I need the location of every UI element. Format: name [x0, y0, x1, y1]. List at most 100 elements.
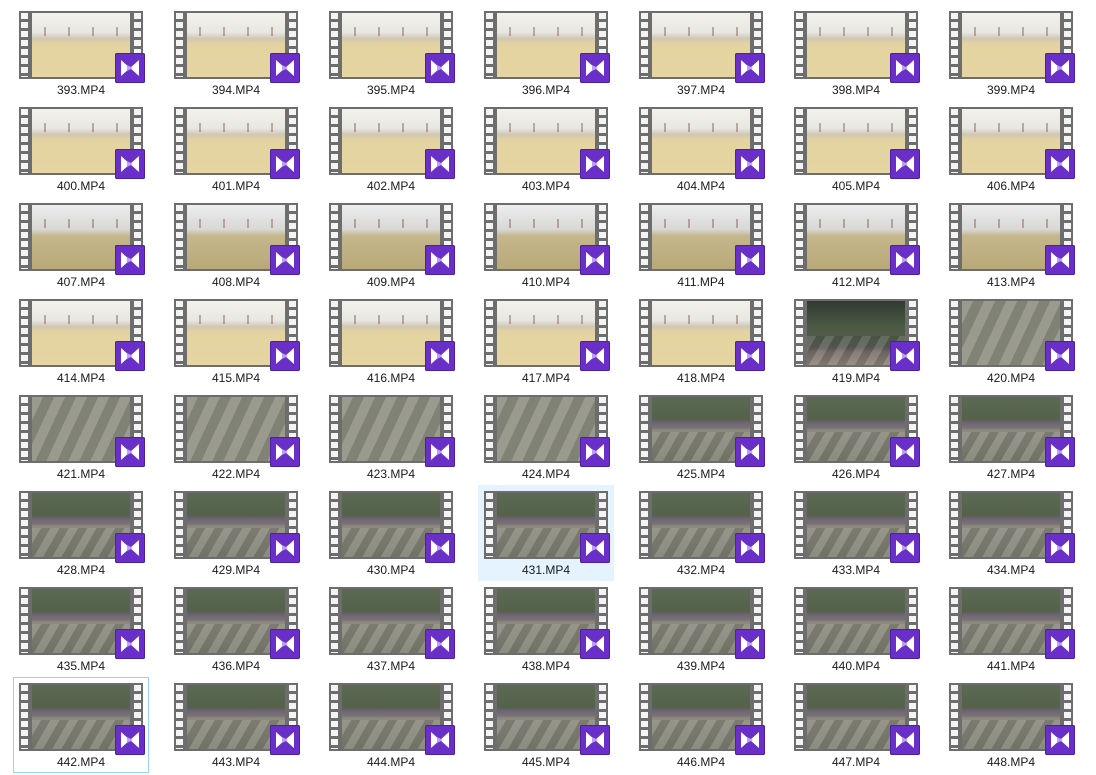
file-item[interactable]: 394.MP4: [168, 5, 304, 101]
film-perforation: [289, 397, 296, 461]
video-thumbnail: [962, 13, 1060, 77]
file-item[interactable]: 416.MP4: [323, 293, 459, 389]
video-thumbnail: [652, 205, 750, 269]
file-item[interactable]: 414.MP4: [13, 293, 149, 389]
file-name-label: 415.MP4: [211, 371, 261, 385]
video-player-icon: [1045, 629, 1075, 659]
file-item[interactable]: 440.MP4: [788, 581, 924, 677]
file-item[interactable]: 395.MP4: [323, 5, 459, 101]
file-item[interactable]: 405.MP4: [788, 101, 924, 197]
file-item[interactable]: 434.MP4: [943, 485, 1079, 581]
file-name-label: 420.MP4: [986, 371, 1036, 385]
video-thumbnail: [497, 205, 595, 269]
file-item[interactable]: 399.MP4: [943, 5, 1079, 101]
video-player-icon: [270, 533, 300, 563]
file-name-label: 431.MP4: [521, 563, 571, 577]
file-item[interactable]: 448.MP4: [943, 677, 1079, 773]
file-name-label: 427.MP4: [986, 467, 1036, 481]
file-item[interactable]: 406.MP4: [943, 101, 1079, 197]
file-item[interactable]: 433.MP4: [788, 485, 924, 581]
file-item[interactable]: 409.MP4: [323, 197, 459, 293]
file-item[interactable]: 425.MP4: [633, 389, 769, 485]
file-item[interactable]: 432.MP4: [633, 485, 769, 581]
file-item[interactable]: 435.MP4: [13, 581, 149, 677]
file-name-label: 435.MP4: [56, 659, 106, 673]
video-player-icon: [270, 341, 300, 371]
file-item[interactable]: 427.MP4: [943, 389, 1079, 485]
file-item[interactable]: 393.MP4: [13, 5, 149, 101]
film-perforation: [134, 301, 141, 365]
film-perforation: [1064, 301, 1071, 365]
film-perforation: [909, 301, 916, 365]
video-player-icon: [735, 53, 765, 83]
file-item[interactable]: 445.MP4: [478, 677, 614, 773]
file-item[interactable]: 412.MP4: [788, 197, 924, 293]
video-player-icon: [115, 341, 145, 371]
file-item[interactable]: 407.MP4: [13, 197, 149, 293]
file-item[interactable]: 411.MP4: [633, 197, 769, 293]
film-perforation: [21, 685, 28, 749]
film-perforation: [176, 13, 183, 77]
file-item[interactable]: 410.MP4: [478, 197, 614, 293]
file-item[interactable]: 415.MP4: [168, 293, 304, 389]
film-perforation: [486, 493, 493, 557]
video-player-icon: [890, 629, 920, 659]
video-thumbnail: [652, 685, 750, 749]
file-item[interactable]: 437.MP4: [323, 581, 459, 677]
file-item[interactable]: 444.MP4: [323, 677, 459, 773]
video-filmstrip-icon: [174, 491, 298, 559]
file-item[interactable]: 428.MP4: [13, 485, 149, 581]
file-item[interactable]: 420.MP4: [943, 293, 1079, 389]
video-thumbnail: [187, 397, 285, 461]
file-item[interactable]: 426.MP4: [788, 389, 924, 485]
file-item[interactable]: 442.MP4: [13, 677, 149, 773]
file-item[interactable]: 423.MP4: [323, 389, 459, 485]
video-player-icon: [580, 629, 610, 659]
file-item[interactable]: 418.MP4: [633, 293, 769, 389]
file-item[interactable]: 422.MP4: [168, 389, 304, 485]
film-perforation: [21, 397, 28, 461]
file-item[interactable]: 398.MP4: [788, 5, 924, 101]
file-item[interactable]: 429.MP4: [168, 485, 304, 581]
file-item[interactable]: 401.MP4: [168, 101, 304, 197]
file-item[interactable]: 408.MP4: [168, 197, 304, 293]
film-perforation: [754, 13, 761, 77]
film-perforation: [1064, 109, 1071, 173]
file-item[interactable]: 436.MP4: [168, 581, 304, 677]
file-item[interactable]: 431.MP4: [478, 485, 614, 581]
file-item[interactable]: 439.MP4: [633, 581, 769, 677]
video-thumbnail: [32, 493, 130, 557]
file-name-label: 423.MP4: [366, 467, 416, 481]
file-item[interactable]: 430.MP4: [323, 485, 459, 581]
video-thumbnail: [962, 589, 1060, 653]
file-item[interactable]: 419.MP4: [788, 293, 924, 389]
file-item[interactable]: 397.MP4: [633, 5, 769, 101]
file-item[interactable]: 404.MP4: [633, 101, 769, 197]
film-perforation: [176, 397, 183, 461]
file-item[interactable]: 417.MP4: [478, 293, 614, 389]
file-item[interactable]: 447.MP4: [788, 677, 924, 773]
file-item[interactable]: 403.MP4: [478, 101, 614, 197]
file-item[interactable]: 424.MP4: [478, 389, 614, 485]
file-name-label: 401.MP4: [211, 179, 261, 193]
file-item[interactable]: 402.MP4: [323, 101, 459, 197]
file-item[interactable]: 441.MP4: [943, 581, 1079, 677]
video-filmstrip-icon: [794, 299, 918, 367]
film-perforation: [909, 685, 916, 749]
file-item[interactable]: 396.MP4: [478, 5, 614, 101]
file-item[interactable]: 446.MP4: [633, 677, 769, 773]
file-name-label: 448.MP4: [986, 755, 1036, 769]
file-name-label: 446.MP4: [676, 755, 726, 769]
file-item[interactable]: 413.MP4: [943, 197, 1079, 293]
film-perforation: [134, 493, 141, 557]
video-thumbnail: [32, 685, 130, 749]
file-item[interactable]: 421.MP4: [13, 389, 149, 485]
file-item[interactable]: 438.MP4: [478, 581, 614, 677]
file-item[interactable]: 443.MP4: [168, 677, 304, 773]
video-filmstrip-icon: [19, 683, 143, 751]
video-filmstrip-icon: [949, 395, 1073, 463]
film-perforation: [21, 589, 28, 653]
video-filmstrip-icon: [174, 299, 298, 367]
file-item[interactable]: 400.MP4: [13, 101, 149, 197]
video-filmstrip-icon: [484, 203, 608, 271]
